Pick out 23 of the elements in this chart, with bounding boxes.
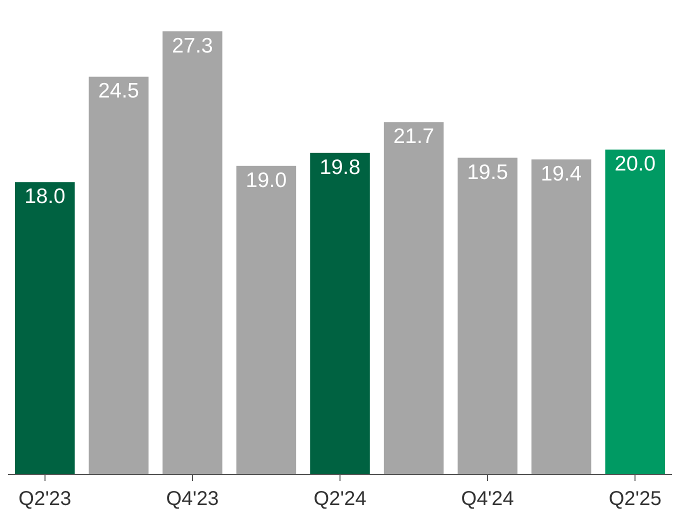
data-label: 27.3 [172, 34, 213, 58]
bar [384, 122, 444, 474]
bar [236, 166, 296, 474]
bar [15, 182, 75, 474]
data-label: 18.0 [24, 185, 66, 208]
x-tick-label: Q4'24 [461, 488, 514, 510]
bar [531, 159, 592, 474]
bar [605, 150, 665, 474]
x-tick-label: Q4'23 [166, 488, 219, 510]
x-tick-label: Q2'23 [18, 488, 72, 510]
bar [458, 158, 518, 474]
data-label: 24.5 [98, 80, 140, 103]
x-tick-label: Q2'24 [314, 488, 366, 510]
bar [162, 31, 222, 474]
x-tick-label: Q2'25 [608, 488, 662, 510]
data-label: 19.4 [540, 162, 582, 186]
data-label: 19.0 [246, 168, 287, 192]
data-label: 19.8 [320, 156, 360, 179]
data-label: 20.0 [614, 152, 656, 176]
bar [88, 76, 149, 474]
data-label: 19.5 [467, 160, 508, 184]
data-label: 21.7 [393, 125, 434, 148]
bar [310, 152, 370, 474]
